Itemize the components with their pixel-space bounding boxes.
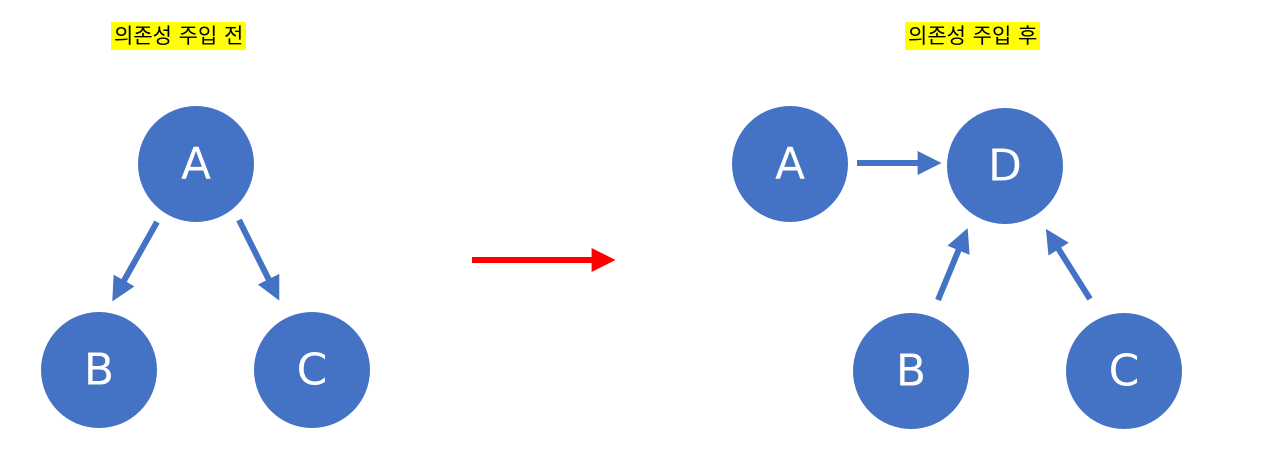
node-before-b: B (41, 312, 157, 428)
node-after-d: D (947, 108, 1063, 224)
node-after-b: B (853, 313, 969, 429)
node-before-a: A (138, 106, 254, 222)
edge-before-a-to-b (112, 220, 160, 302)
after-title: 의존성 주입 후 (905, 22, 1041, 50)
node-label: B (896, 346, 926, 397)
node-label: D (988, 141, 1022, 192)
node-label: A (181, 139, 211, 190)
node-label: B (84, 345, 114, 396)
node-before-c: C (254, 312, 370, 428)
edge-after-c-to-d (1045, 228, 1093, 301)
node-label: C (297, 345, 328, 396)
node-after-c: C (1066, 313, 1182, 429)
before-title: 의존성 주입 전 (111, 22, 247, 50)
node-label: C (1109, 346, 1140, 397)
edge-after-b-to-d (935, 228, 970, 302)
node-after-a: A (732, 106, 848, 222)
node-label: A (775, 139, 805, 190)
edge-before-a-to-c (236, 218, 280, 301)
